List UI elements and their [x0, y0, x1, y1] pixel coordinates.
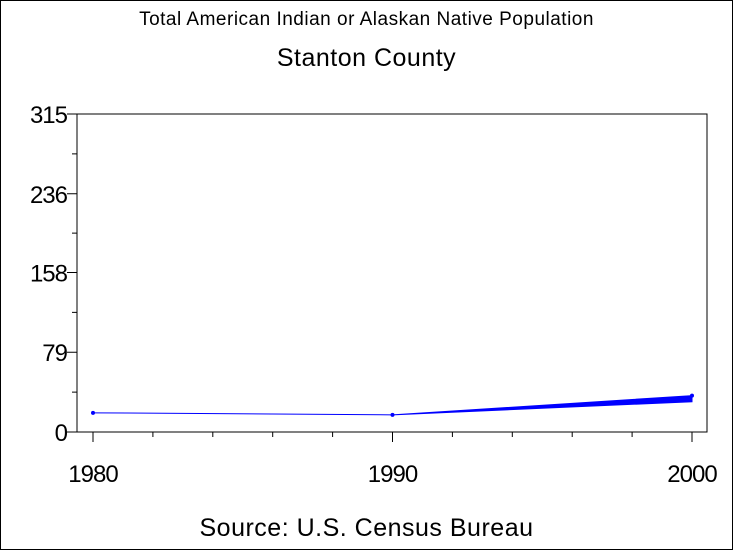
series-line — [92, 412, 393, 416]
source-note: Source: U.S. Census Bureau — [199, 514, 534, 542]
y-tick-label: 236 — [30, 182, 68, 209]
y-axis: 0 79 158 236 315 — [30, 102, 77, 447]
y-tick-label: 0 — [55, 420, 68, 447]
series-layer — [91, 393, 694, 417]
x-tick-label: 1990 — [368, 461, 418, 488]
chart-title: Total American Indian or Alaskan Native … — [139, 9, 594, 30]
x-axis: 1980 1990 2000 — [68, 432, 718, 488]
data-point — [91, 410, 95, 415]
series-range-band — [392, 395, 693, 416]
y-tick-label: 315 — [30, 102, 68, 129]
data-point — [390, 412, 395, 417]
plot-area — [76, 113, 708, 433]
x-tick-label: 1980 — [68, 461, 118, 488]
y-tick-label: 158 — [30, 260, 68, 287]
y-tick-label: 79 — [42, 340, 67, 367]
chart-subtitle: Stanton County — [276, 44, 457, 72]
data-point — [690, 393, 694, 398]
x-tick-label: 2000 — [667, 461, 717, 488]
